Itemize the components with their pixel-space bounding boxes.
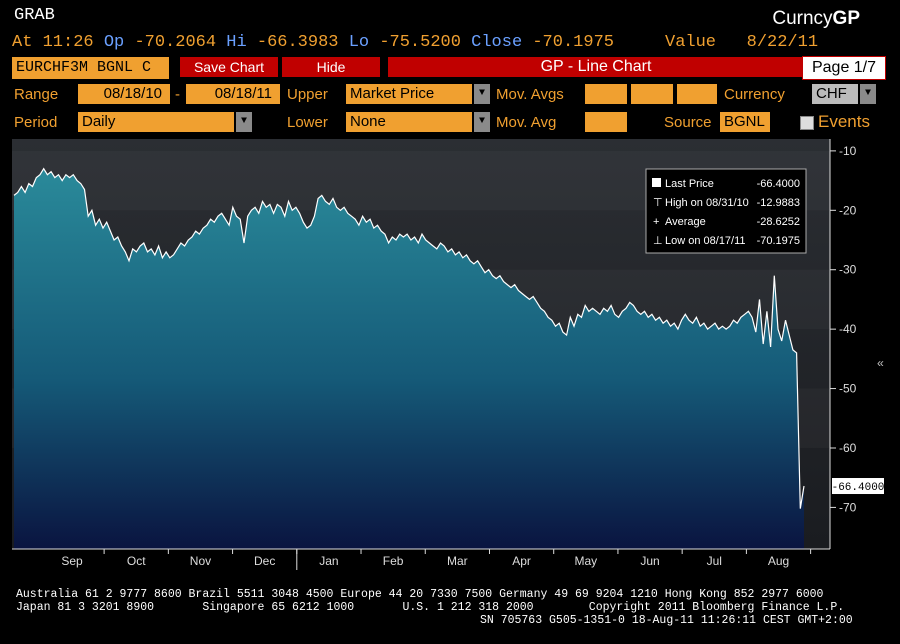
footer-contacts-2: Japan 81 3 3201 8900 Singapore 65 6212 1…	[16, 601, 845, 614]
y-tick-label: -30	[839, 263, 857, 277]
year-label: 2010	[146, 568, 173, 570]
range-separator: -	[175, 86, 180, 103]
legend-average-value: -28.6252	[757, 216, 800, 228]
year-label: 2011	[430, 568, 456, 570]
line-chart[interactable]: -10 -20 -30 -40 -50 -60 -70 Sep Oct Nov Dec Jan Feb…	[12, 139, 888, 570]
x-tick-label: Sep	[61, 554, 83, 568]
source-label: Source	[664, 114, 712, 131]
y-axis: -10 -20 -30 -40 -50 -60 -70	[829, 139, 857, 549]
mov-avg-input-1[interactable]	[585, 84, 627, 104]
legend-low-label: Low on 08/17/11	[665, 235, 746, 247]
chart-type-title: GP - Line Chart	[388, 57, 804, 77]
x-tick-label: Apr	[512, 554, 531, 568]
x-tick-label: May	[574, 554, 597, 568]
brand-prefix: Curncy	[772, 8, 833, 29]
mov-avg-input-2[interactable]	[631, 84, 673, 104]
mov-avgs-label: Mov. Avgs	[496, 86, 564, 103]
quote-date: 8/22/11	[746, 33, 819, 52]
close-label: Close	[471, 33, 523, 52]
y-tick-label: -50	[839, 382, 857, 396]
footer-contacts-1: Australia 61 2 9777 8600 Brazil 5511 304…	[16, 588, 824, 601]
y-tick-label: -40	[839, 322, 857, 336]
upper-dropdown-icon[interactable]: ▼	[474, 84, 490, 104]
x-tick-label: Jun	[640, 554, 659, 568]
lo-label: Lo	[348, 33, 370, 52]
hi-value: -66.3983	[256, 33, 339, 52]
price-area	[14, 168, 804, 549]
mov-avg-label: Mov. Avg	[496, 114, 557, 131]
page-indicator[interactable]: Page 1/7	[802, 56, 886, 80]
op-value: -70.2064	[134, 33, 217, 52]
last-price-swatch	[652, 178, 661, 187]
x-tick-label: Jan	[319, 554, 338, 568]
events-checkbox[interactable]	[800, 116, 814, 130]
lo-value: -75.5200	[379, 33, 461, 52]
brand-bold: GP	[832, 8, 860, 29]
range-label: Range	[14, 86, 59, 103]
value-label: Value	[665, 33, 717, 52]
last-value-marker: -66.4000	[832, 478, 885, 495]
y-tick-label: -20	[839, 203, 857, 217]
collapse-panel-icon[interactable]: «	[877, 357, 884, 371]
brand-label: CurncyGP	[772, 8, 860, 30]
currency-label: Currency	[724, 86, 785, 103]
x-tick-label: Dec	[254, 554, 275, 568]
currency-dropdown-icon[interactable]: ▼	[860, 84, 876, 104]
average-marker-icon: +	[653, 216, 659, 228]
y-tick-label: -10	[839, 144, 857, 158]
y-tick-label: -70	[839, 500, 857, 514]
save-chart-button[interactable]: Save Chart	[180, 57, 278, 77]
lower-dropdown-icon[interactable]: ▼	[474, 112, 490, 132]
low-marker-icon: ⊥	[653, 235, 663, 247]
ticker-field[interactable]: EURCHF3M BGNL C	[12, 57, 169, 79]
quote-time: 11:26	[42, 33, 94, 52]
quote-line: At 11:26 Op -70.2064 Hi -66.3983 Lo -75.…	[12, 33, 818, 52]
x-tick-label: Nov	[190, 554, 211, 568]
y-tick-label: -60	[839, 441, 857, 455]
currency-select[interactable]: CHF	[812, 84, 858, 104]
hi-label: Hi	[226, 33, 247, 52]
toolbar: EURCHF3M BGNL C Save Chart Hide GP - Lin…	[12, 56, 886, 80]
period-select[interactable]: Daily	[78, 112, 234, 132]
lower-select[interactable]: None	[346, 112, 472, 132]
legend-high-label: High on 08/31/10	[665, 197, 749, 209]
op-label: Op	[103, 33, 125, 52]
legend-low-value: -70.1975	[757, 235, 800, 247]
events-label: Events	[818, 112, 870, 131]
range-end-input[interactable]: 08/18/11	[186, 84, 280, 104]
lower-label: Lower	[287, 114, 328, 131]
legend-average-label: Average	[665, 216, 706, 228]
source-input[interactable]: BGNL	[720, 112, 770, 132]
range-start-input[interactable]: 08/18/10	[78, 84, 170, 104]
hide-button[interactable]: Hide	[282, 57, 380, 77]
legend-high-value: -12.9883	[757, 197, 800, 209]
x-tick-label: Aug	[768, 554, 789, 568]
period-label: Period	[14, 114, 58, 131]
x-tick-label: Oct	[127, 554, 146, 568]
x-tick-label: Feb	[383, 554, 404, 568]
footer-session-info: SN 705763 G505-1351-0 18-Aug-11 11:26:11…	[480, 614, 853, 627]
high-marker-icon: ⊤	[653, 197, 663, 209]
price-line	[13, 167, 805, 509]
at-label: At	[12, 33, 33, 52]
x-axis: Sep Oct Nov Dec Jan Feb Mar Apr May Jun Jul Aug 2010…	[12, 548, 830, 570]
mov-avg-lower-input[interactable]	[585, 112, 627, 132]
command-line[interactable]: GRAB	[14, 6, 55, 25]
upper-label: Upper	[287, 86, 328, 103]
legend-last-price-label: Last Price	[665, 178, 714, 190]
legend: Last Price -66.4000 ⊤ High on 08/31/10 -…	[645, 168, 807, 254]
close-value: -70.1975	[532, 33, 614, 52]
x-tick-label: Mar	[447, 554, 468, 568]
last-value-label: -66.4000	[832, 482, 885, 494]
legend-last-price-value: -66.4000	[757, 178, 800, 190]
period-dropdown-icon[interactable]: ▼	[236, 112, 252, 132]
upper-select[interactable]: Market Price	[346, 84, 472, 104]
mov-avg-input-3[interactable]	[677, 84, 717, 104]
x-tick-label: Jul	[707, 554, 722, 568]
